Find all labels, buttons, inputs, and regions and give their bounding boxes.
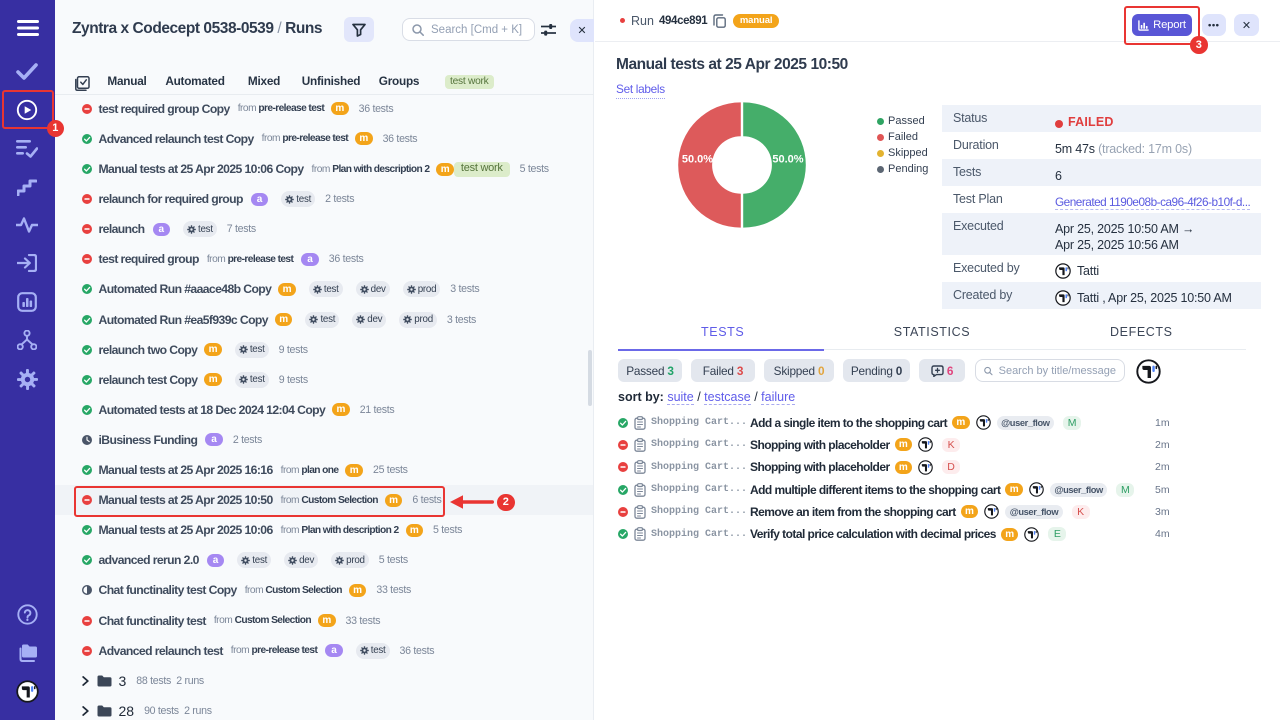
svg-text:50.0%: 50.0% <box>772 154 803 166</box>
svg-text:50.0%: 50.0% <box>682 154 713 166</box>
